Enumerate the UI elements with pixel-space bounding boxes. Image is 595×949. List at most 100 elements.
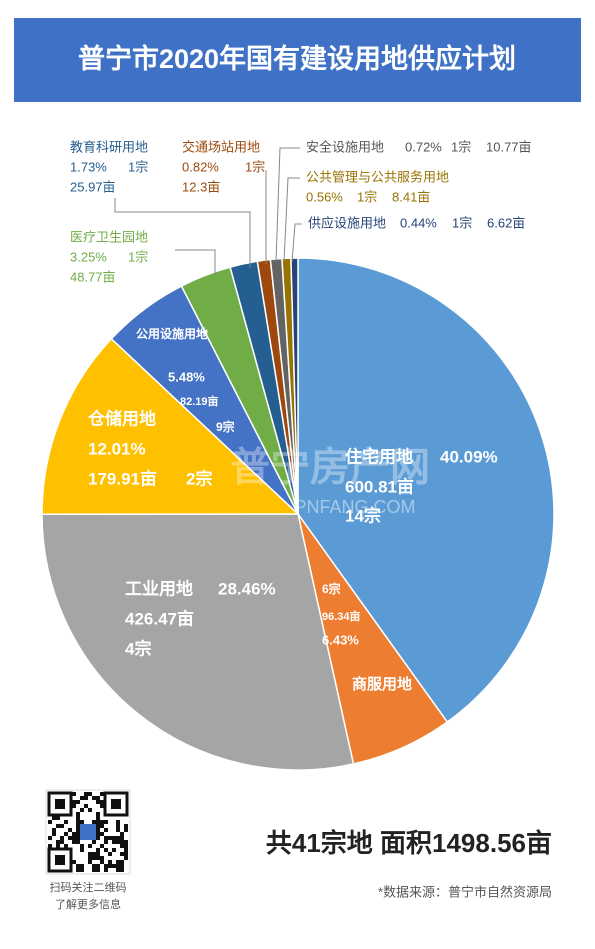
slice-label: 6宗 [322, 581, 341, 596]
slice-label: 10.77亩 [486, 139, 532, 154]
qr-cell [96, 812, 100, 816]
qr-cell [52, 832, 56, 836]
title-bar [14, 18, 581, 102]
qr-cell [48, 844, 52, 848]
qr-cell [124, 828, 128, 832]
qr-cell [124, 840, 128, 844]
qr-cell [80, 844, 84, 848]
watermark: PNFANG.COM [294, 497, 415, 517]
qr-cell [116, 828, 120, 832]
slice-label: 426.47亩 [125, 608, 194, 628]
qr-cell [104, 848, 108, 852]
qr-cell [76, 816, 80, 820]
qr-cell [120, 832, 124, 836]
slice-label: 0.44% [400, 215, 437, 230]
qr-cell [80, 796, 84, 800]
qr-finder [103, 791, 129, 817]
chart-title: 普宁市2020年国有建设用地供应计划 [78, 43, 516, 74]
qr-cell [124, 856, 128, 860]
slice-label: 1宗 [245, 159, 265, 174]
qr-cell [116, 836, 120, 840]
qr-cell [84, 796, 88, 800]
slice-label: 600.81亩 [345, 476, 414, 496]
qr-cell [80, 848, 84, 852]
slice-label: 交通场站用地 [182, 139, 260, 154]
qr-cell [96, 828, 100, 832]
qr-cell [104, 820, 108, 824]
qr-cell [96, 856, 100, 860]
slice-label: 商服用地 [352, 675, 412, 693]
qr-finder [47, 847, 73, 873]
pie [41, 257, 555, 771]
qr-cell [108, 864, 112, 868]
slice-label: 179.91亩 [88, 468, 157, 488]
qr-finder [111, 799, 121, 809]
qr-cell [116, 824, 120, 828]
qr-cell [76, 812, 80, 816]
qr-code [45, 789, 131, 875]
qr-cell [116, 840, 120, 844]
qr-cell [76, 800, 80, 804]
qr-cell [100, 804, 104, 808]
qr-cell [56, 840, 60, 844]
slice-label: 公用设施用地 [136, 326, 208, 341]
pie-slice [297, 257, 555, 724]
qr-cell [48, 836, 52, 840]
qr-cell [116, 868, 120, 872]
qr-cell [100, 792, 104, 796]
qr-caption: 扫码关注二维码 [50, 880, 127, 894]
qr-finder [55, 855, 65, 865]
qr-cell [96, 836, 100, 840]
qr-cell [84, 804, 88, 808]
qr-cell [68, 828, 72, 832]
qr-cell [88, 856, 92, 860]
slice-label: 12.01% [88, 439, 146, 458]
qr-cell [96, 832, 100, 836]
qr-cell [48, 820, 52, 824]
slice-label: 0.56% [306, 189, 343, 204]
qr-cell [88, 808, 92, 812]
slice-label: 1宗 [128, 159, 148, 174]
qr-cell [108, 860, 112, 864]
qr-finder [55, 799, 65, 809]
qr-cell [72, 804, 76, 808]
slice-label: 2宗 [186, 468, 212, 488]
qr-cell [120, 860, 124, 864]
qr-cell [92, 852, 96, 856]
qr-cell [120, 844, 124, 848]
qr-cell [52, 828, 56, 832]
source: *数据来源：普宁市自然资源局 [378, 884, 552, 899]
qr-cell [116, 860, 120, 864]
qr-cell [100, 844, 104, 848]
qr-cell [52, 816, 56, 820]
qr-cell [84, 792, 88, 796]
leader-line [114, 198, 251, 268]
qr-cell [124, 848, 128, 852]
qr-cell [96, 864, 100, 868]
slice-label: 0.82% [182, 159, 219, 174]
qr-cell [92, 796, 96, 800]
qr-cell [76, 868, 80, 872]
slice-label: 教育科研用地 [70, 139, 148, 154]
slice-label: 4宗 [125, 638, 151, 658]
qr-cell [76, 836, 80, 840]
summary: 共41宗地 面积1498.56亩 [266, 828, 552, 858]
qr-finder [47, 791, 73, 817]
qr-cell [124, 852, 128, 856]
qr-cell [64, 820, 68, 824]
qr-cell [100, 860, 104, 864]
slice-label: 40.09% [440, 447, 498, 466]
slice-label: 6.62亩 [487, 215, 525, 230]
qr-cell [108, 852, 112, 856]
qr-cell [104, 868, 108, 872]
qr-cell [116, 864, 120, 868]
slice-label: 1.73% [70, 159, 107, 174]
qr-cell [64, 844, 68, 848]
qr-caption: 了解更多信息 [55, 897, 121, 911]
leader-line [291, 223, 302, 263]
qr-cell [92, 840, 96, 844]
qr-cell [88, 852, 92, 856]
slice-label: 仓储用地 [87, 408, 156, 428]
qr-cell [92, 864, 96, 868]
